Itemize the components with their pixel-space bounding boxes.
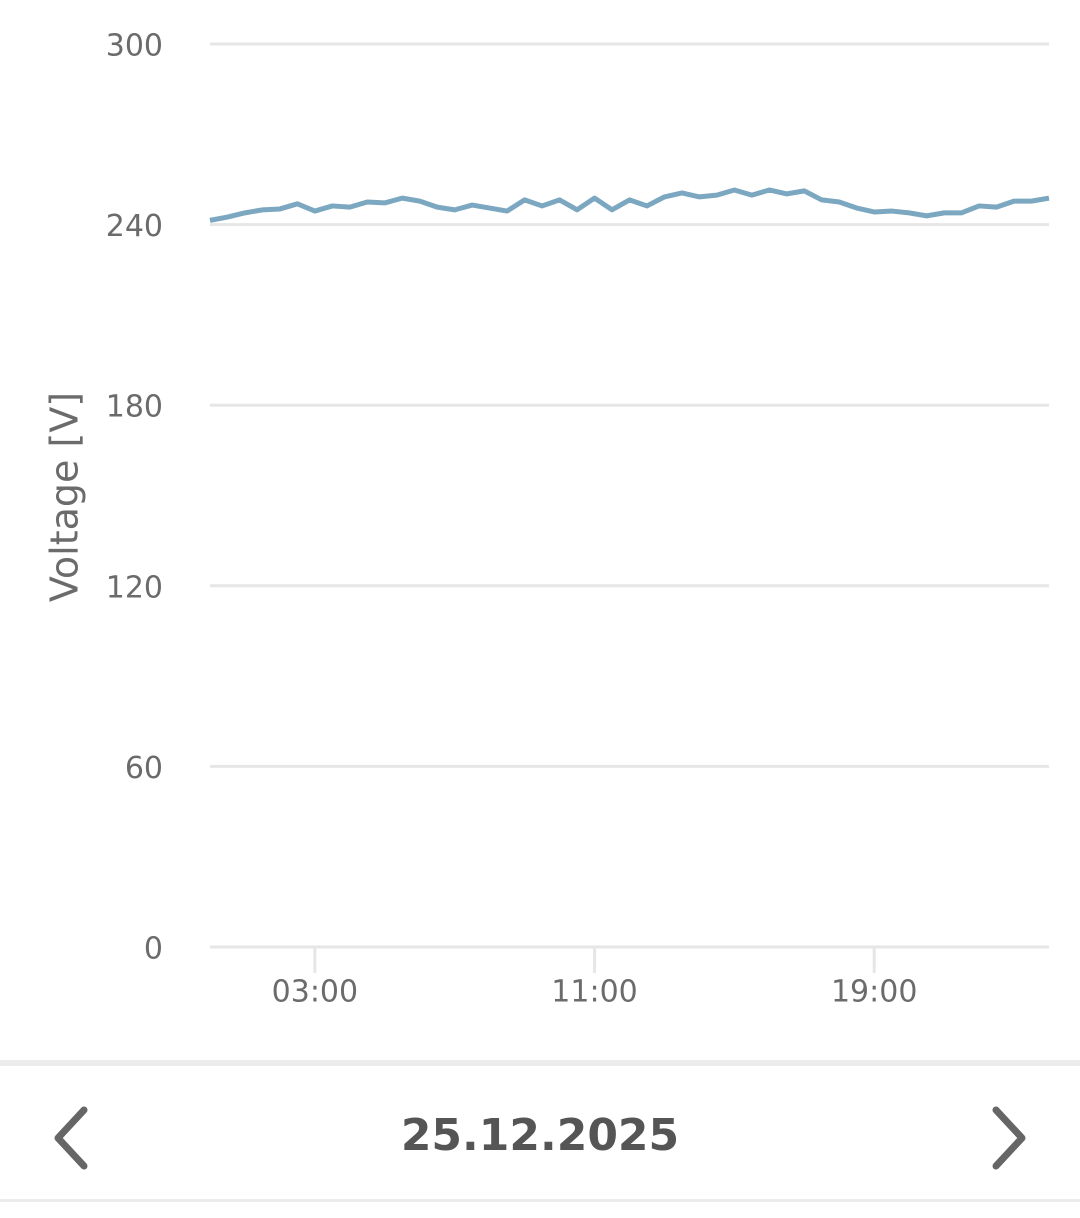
y-axis-label: Voltage [V] <box>43 392 87 602</box>
y-tick-label: 60 <box>125 751 163 786</box>
y-tick-label: 180 <box>106 390 163 425</box>
y-tick-label: 0 <box>144 932 163 967</box>
date-label: 25.12.2025 <box>400 1110 680 1161</box>
y-tick-label: 120 <box>106 570 163 605</box>
chart: Voltage [V] 0 60 120 180 240 300 03:00 11:00 19:… <box>43 29 1050 1010</box>
x-tick-label: 03:00 <box>272 975 358 1010</box>
y-tick-label: 300 <box>106 29 163 64</box>
x-tick-label: 11:00 <box>551 975 637 1010</box>
date-navigation: 25.12.2025 <box>0 1060 1080 1202</box>
previous-button[interactable] <box>44 1100 104 1180</box>
y-tick-label: 240 <box>106 209 163 244</box>
x-tick-label: 19:00 <box>831 975 917 1010</box>
next-button[interactable] <box>980 1100 1040 1180</box>
data-line <box>209 187 1050 223</box>
